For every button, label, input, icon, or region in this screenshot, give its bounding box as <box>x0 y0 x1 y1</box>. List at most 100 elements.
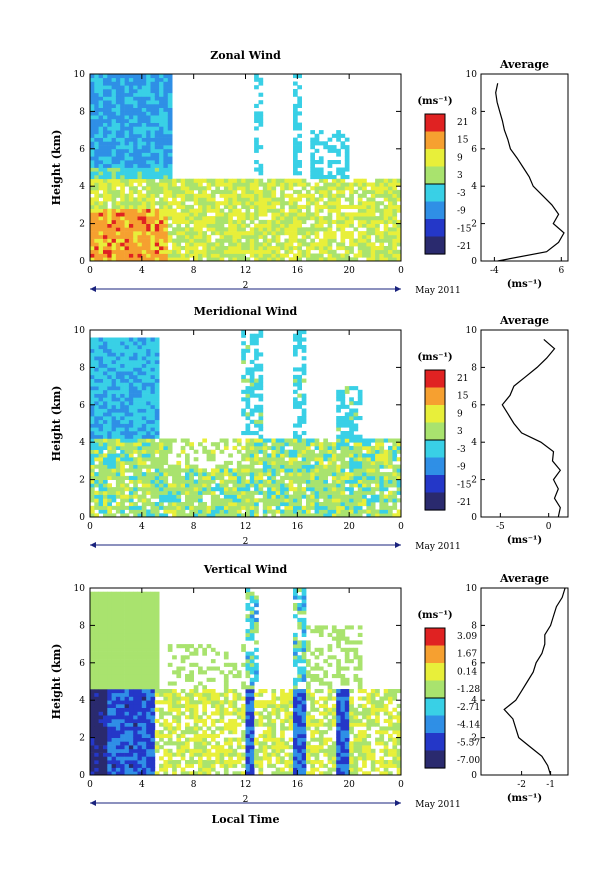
heatmap-cell <box>379 446 384 450</box>
heatmap-cell <box>138 667 143 671</box>
heatmap-cell <box>181 476 186 480</box>
heatmap-cell <box>163 141 168 145</box>
heatmap-cell <box>250 220 255 224</box>
heatmap-cell <box>392 254 397 258</box>
heatmap-cell <box>112 741 117 745</box>
heatmap-cell <box>168 506 173 510</box>
heatmap-cell <box>194 194 199 198</box>
heatmap-cell <box>99 663 104 667</box>
heatmap-cell <box>133 227 138 231</box>
heatmap-cell <box>99 153 104 157</box>
heatmap-cell <box>99 171 104 175</box>
heatmap-cell <box>133 596 138 600</box>
heatmap-cell <box>112 697 117 701</box>
heatmap-cell <box>103 760 108 764</box>
heatmap-cell <box>332 495 337 499</box>
heatmap-cell <box>336 246 341 250</box>
heatmap-cell <box>116 439 121 443</box>
heatmap-cell <box>306 216 311 220</box>
heatmap-cell <box>125 453 130 457</box>
heatmap-cell <box>189 465 194 469</box>
heatmap-cell <box>163 495 168 499</box>
heatmap-cell <box>120 175 125 179</box>
heatmap-cell <box>388 510 393 514</box>
heatmap-cell <box>103 246 108 250</box>
heatmap-cell <box>138 495 143 499</box>
heatmap-cell <box>306 468 311 472</box>
heatmap-cell <box>280 480 285 484</box>
heatmap-cell <box>90 663 95 667</box>
heatmap-cell <box>259 145 264 149</box>
heatmap-cell <box>328 446 333 450</box>
heatmap-cell <box>112 175 117 179</box>
heatmap-cell <box>120 614 125 618</box>
heatmap-cell <box>90 379 95 383</box>
heatmap-cell <box>155 442 160 446</box>
heatmap-cell <box>159 123 164 127</box>
heatmap-cell <box>133 435 138 439</box>
heatmap-cell <box>142 130 147 134</box>
heatmap-cell <box>168 175 173 179</box>
heatmap-cell <box>142 356 147 360</box>
heatmap-cell <box>99 659 104 663</box>
heatmap-cell <box>293 190 298 194</box>
heatmap-cell <box>172 760 177 764</box>
heatmap-cell <box>198 250 203 254</box>
heatmap-cell <box>271 480 276 484</box>
heatmap-cell <box>112 596 117 600</box>
heatmap-cell <box>163 130 168 134</box>
heatmap-cell <box>237 227 242 231</box>
heatmap-cell <box>112 625 117 629</box>
heatmap-cell <box>125 693 130 697</box>
heatmap-cell <box>198 186 203 190</box>
heatmap-cell <box>259 212 264 216</box>
heatmap-cell <box>142 149 147 153</box>
heatmap-cell <box>107 637 112 641</box>
heatmap-cell <box>189 446 194 450</box>
heatmap-cell <box>138 171 143 175</box>
heatmap-cell <box>90 674 95 678</box>
heatmap-cell <box>99 239 104 243</box>
heatmap-cell <box>146 420 151 424</box>
heatmap-cell <box>151 390 156 394</box>
heatmap-cell <box>254 461 259 465</box>
heatmap-cell <box>259 416 264 420</box>
heatmap-cell <box>116 592 121 596</box>
heatmap-cell <box>349 502 354 506</box>
heatmap-cell <box>284 201 289 205</box>
heatmap-cell <box>163 100 168 104</box>
heatmap-cell <box>151 648 156 652</box>
heatmap-cell <box>107 502 112 506</box>
heatmap-cell <box>155 231 160 235</box>
heatmap-cell <box>163 689 168 693</box>
heatmap-cell <box>319 446 324 450</box>
heatmap-cell <box>155 190 160 194</box>
heatmap-cell <box>94 164 99 168</box>
heatmap-cell <box>202 235 207 239</box>
heatmap-cell <box>211 491 216 495</box>
heatmap-cell <box>228 186 233 190</box>
heatmap-cell <box>302 254 307 258</box>
heatmap-cell <box>163 476 168 480</box>
heatmap-cell <box>151 126 156 130</box>
heatmap-cell <box>293 171 298 175</box>
heatmap-cell <box>159 85 164 89</box>
heatmap-cell <box>297 246 302 250</box>
y-axis-label: Height (km) <box>50 130 63 206</box>
heatmap-cell <box>215 209 220 213</box>
heatmap-cell <box>120 607 125 611</box>
heatmap-cell <box>310 227 315 231</box>
heatmap-cell <box>211 201 216 205</box>
heatmap-cell <box>99 465 104 469</box>
heatmap-cell <box>366 483 371 487</box>
heatmap-cell <box>94 442 99 446</box>
heatmap-cell <box>151 483 156 487</box>
heatmap-cell <box>323 190 328 194</box>
heatmap-cell <box>138 412 143 416</box>
heatmap-cell <box>297 386 302 390</box>
heatmap-cell <box>155 749 160 753</box>
heatmap-cell <box>112 670 117 674</box>
heatmap-cell <box>151 227 156 231</box>
heatmap-cell <box>259 382 264 386</box>
